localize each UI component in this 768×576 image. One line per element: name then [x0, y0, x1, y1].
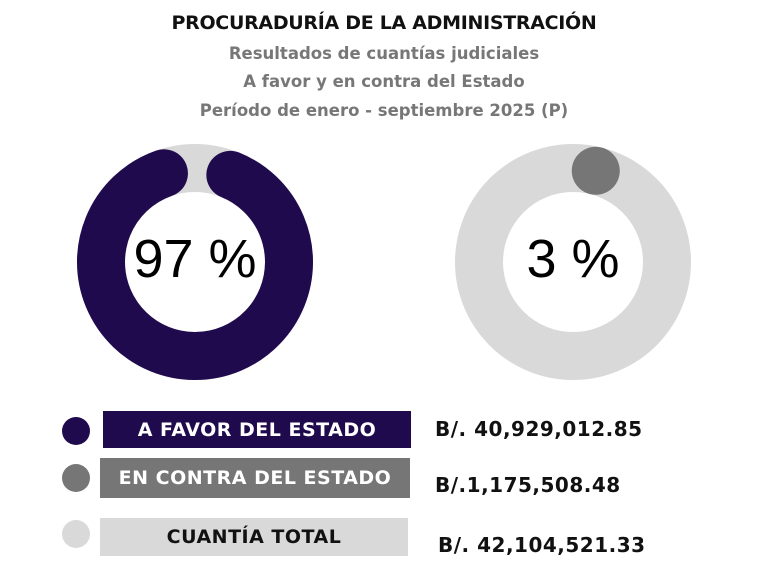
donut-center-label-favor: 97 %	[133, 229, 257, 289]
subtitle: A favor y en contra del Estado	[243, 72, 525, 91]
amount-contra: B/.1,175,508.48	[435, 473, 621, 497]
donut-slice-contra	[455, 144, 691, 380]
donut-center-label-contra: 3 %	[526, 229, 620, 289]
legend-label-favor: A FAVOR DEL ESTADO	[103, 411, 411, 448]
legend-swatch-total	[62, 520, 90, 548]
legend-label-contra: EN CONTRA DEL ESTADO	[100, 458, 410, 498]
subtitle-period: Período de enero - septiembre 2025 (P)	[199, 101, 569, 120]
amount-favor: B/. 40,929,012.85	[435, 417, 643, 441]
legend-swatch-favor	[62, 417, 90, 445]
legend-swatch-contra	[62, 464, 90, 492]
subtitle: Resultados de cuantías judiciales	[228, 44, 540, 63]
donut-slice-favor	[76, 143, 313, 380]
amount-total: B/. 42,104,521.33	[438, 533, 646, 557]
chart-title: PROCURADURÍA DE LA ADMINISTRACIÓN	[171, 12, 597, 34]
legend-label-total: CUANTÍA TOTAL	[100, 518, 408, 556]
